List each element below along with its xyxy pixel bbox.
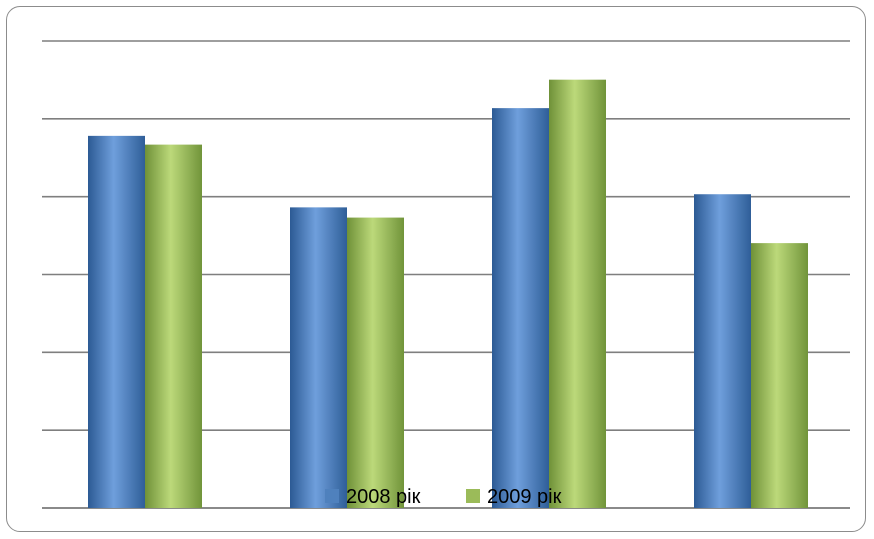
- legend-label-2: 2009 рік: [487, 486, 562, 508]
- legend-label-1: 2008 рік: [346, 486, 421, 508]
- legend: 2008 рік 2009 рік: [325, 486, 562, 508]
- bar-series-2-category-4: [751, 243, 808, 508]
- bars: [88, 79, 808, 509]
- bar-series-1-category-4: [694, 194, 751, 508]
- bar-series-1-category-3: [492, 108, 549, 508]
- bar-series-1-category-2: [290, 207, 347, 508]
- legend-swatch-2: [466, 489, 480, 503]
- bar-series-1-category-1: [88, 135, 145, 508]
- bar-series-2-category-3: [549, 79, 606, 509]
- bar-series-2-category-1: [145, 144, 202, 508]
- legend-swatch-1: [325, 489, 339, 503]
- bar-series-2-category-2: [347, 217, 404, 508]
